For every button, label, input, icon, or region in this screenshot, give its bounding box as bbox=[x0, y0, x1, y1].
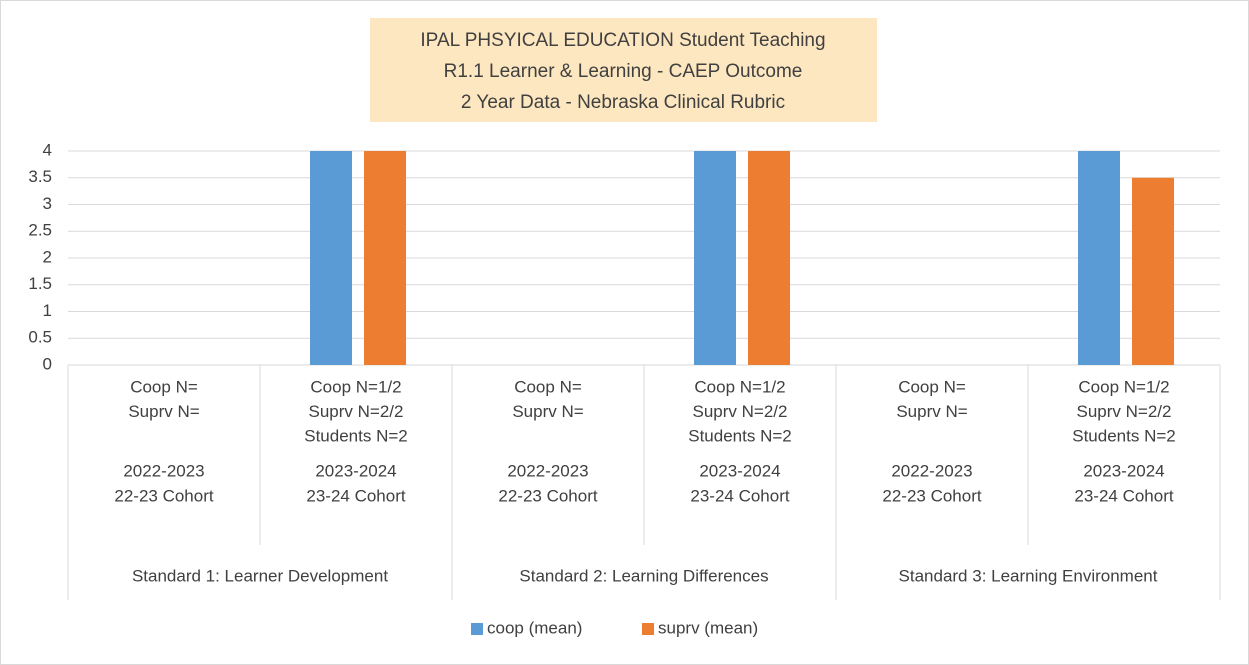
y-tick-label: 3.5 bbox=[28, 167, 52, 186]
x-tick-label: Students N=2 bbox=[1072, 426, 1176, 445]
x-tick-label: 23-24 Cohort bbox=[690, 486, 790, 505]
bar bbox=[310, 151, 352, 365]
y-tick-label: 4 bbox=[43, 140, 52, 159]
x-tick-label: Coop N=1/2 bbox=[1078, 377, 1169, 396]
x-tick-label: 22-23 Cohort bbox=[498, 486, 598, 505]
x-tick-label: Suprv N= bbox=[128, 402, 199, 421]
x-tick-label: Coop N= bbox=[514, 377, 582, 396]
y-tick-label: 0.5 bbox=[28, 328, 52, 347]
y-tick-label: 3 bbox=[43, 194, 52, 213]
legend-swatch bbox=[471, 623, 483, 635]
group-label: Standard 3: Learning Environment bbox=[899, 566, 1158, 585]
legend-swatch bbox=[642, 623, 654, 635]
x-tick-label: Coop N= bbox=[130, 377, 198, 396]
chart-title: IPAL PHSYICAL EDUCATION Student Teaching bbox=[420, 30, 825, 51]
y-tick-label: 0 bbox=[43, 354, 52, 373]
y-tick-label: 1.5 bbox=[28, 274, 52, 293]
y-tick-label: 2.5 bbox=[28, 221, 52, 240]
x-tick-label: 23-24 Cohort bbox=[306, 486, 406, 505]
group-label: Standard 2: Learning Differences bbox=[519, 566, 768, 585]
x-tick-label: Suprv N=2/2 bbox=[1077, 402, 1172, 421]
x-tick-label: Suprv N=2/2 bbox=[693, 402, 788, 421]
x-tick-label: 2023-2024 bbox=[315, 461, 396, 480]
x-tick-label: 23-24 Cohort bbox=[1074, 486, 1174, 505]
chart-title: 2 Year Data - Nebraska Clinical Rubric bbox=[461, 92, 785, 113]
x-tick-label: 22-23 Cohort bbox=[882, 486, 982, 505]
legend-label: suprv (mean) bbox=[658, 618, 758, 637]
x-tick-label: Students N=2 bbox=[688, 426, 792, 445]
x-tick-label: 22-23 Cohort bbox=[114, 486, 214, 505]
x-tick-label: Coop N= bbox=[898, 377, 966, 396]
x-tick-label: 2023-2024 bbox=[699, 461, 780, 480]
group-label: Standard 1: Learner Development bbox=[132, 566, 388, 585]
x-tick-label: Students N=2 bbox=[304, 426, 408, 445]
x-tick-label: 2023-2024 bbox=[1083, 461, 1164, 480]
x-tick-label: Coop N=1/2 bbox=[310, 377, 401, 396]
bar bbox=[1132, 177, 1174, 365]
x-tick-label: 2022-2023 bbox=[891, 461, 972, 480]
x-tick-label: Suprv N=2/2 bbox=[309, 402, 404, 421]
x-tick-label: Coop N=1/2 bbox=[694, 377, 785, 396]
y-tick-label: 1 bbox=[43, 301, 52, 320]
x-tick-label: Suprv N= bbox=[896, 402, 967, 421]
x-tick-label: 2022-2023 bbox=[123, 461, 204, 480]
x-tick-label: Suprv N= bbox=[512, 402, 583, 421]
bar bbox=[364, 151, 406, 365]
bar bbox=[694, 151, 736, 365]
bar bbox=[748, 151, 790, 365]
title-group: IPAL PHSYICAL EDUCATION Student Teaching… bbox=[420, 30, 825, 113]
title-box bbox=[370, 18, 877, 122]
chart-title: R1.1 Learner & Learning - CAEP Outcome bbox=[444, 61, 803, 82]
legend-label: coop (mean) bbox=[487, 618, 582, 637]
bar bbox=[1078, 151, 1120, 365]
y-tick-label: 2 bbox=[43, 247, 52, 266]
x-tick-label: 2022-2023 bbox=[507, 461, 588, 480]
